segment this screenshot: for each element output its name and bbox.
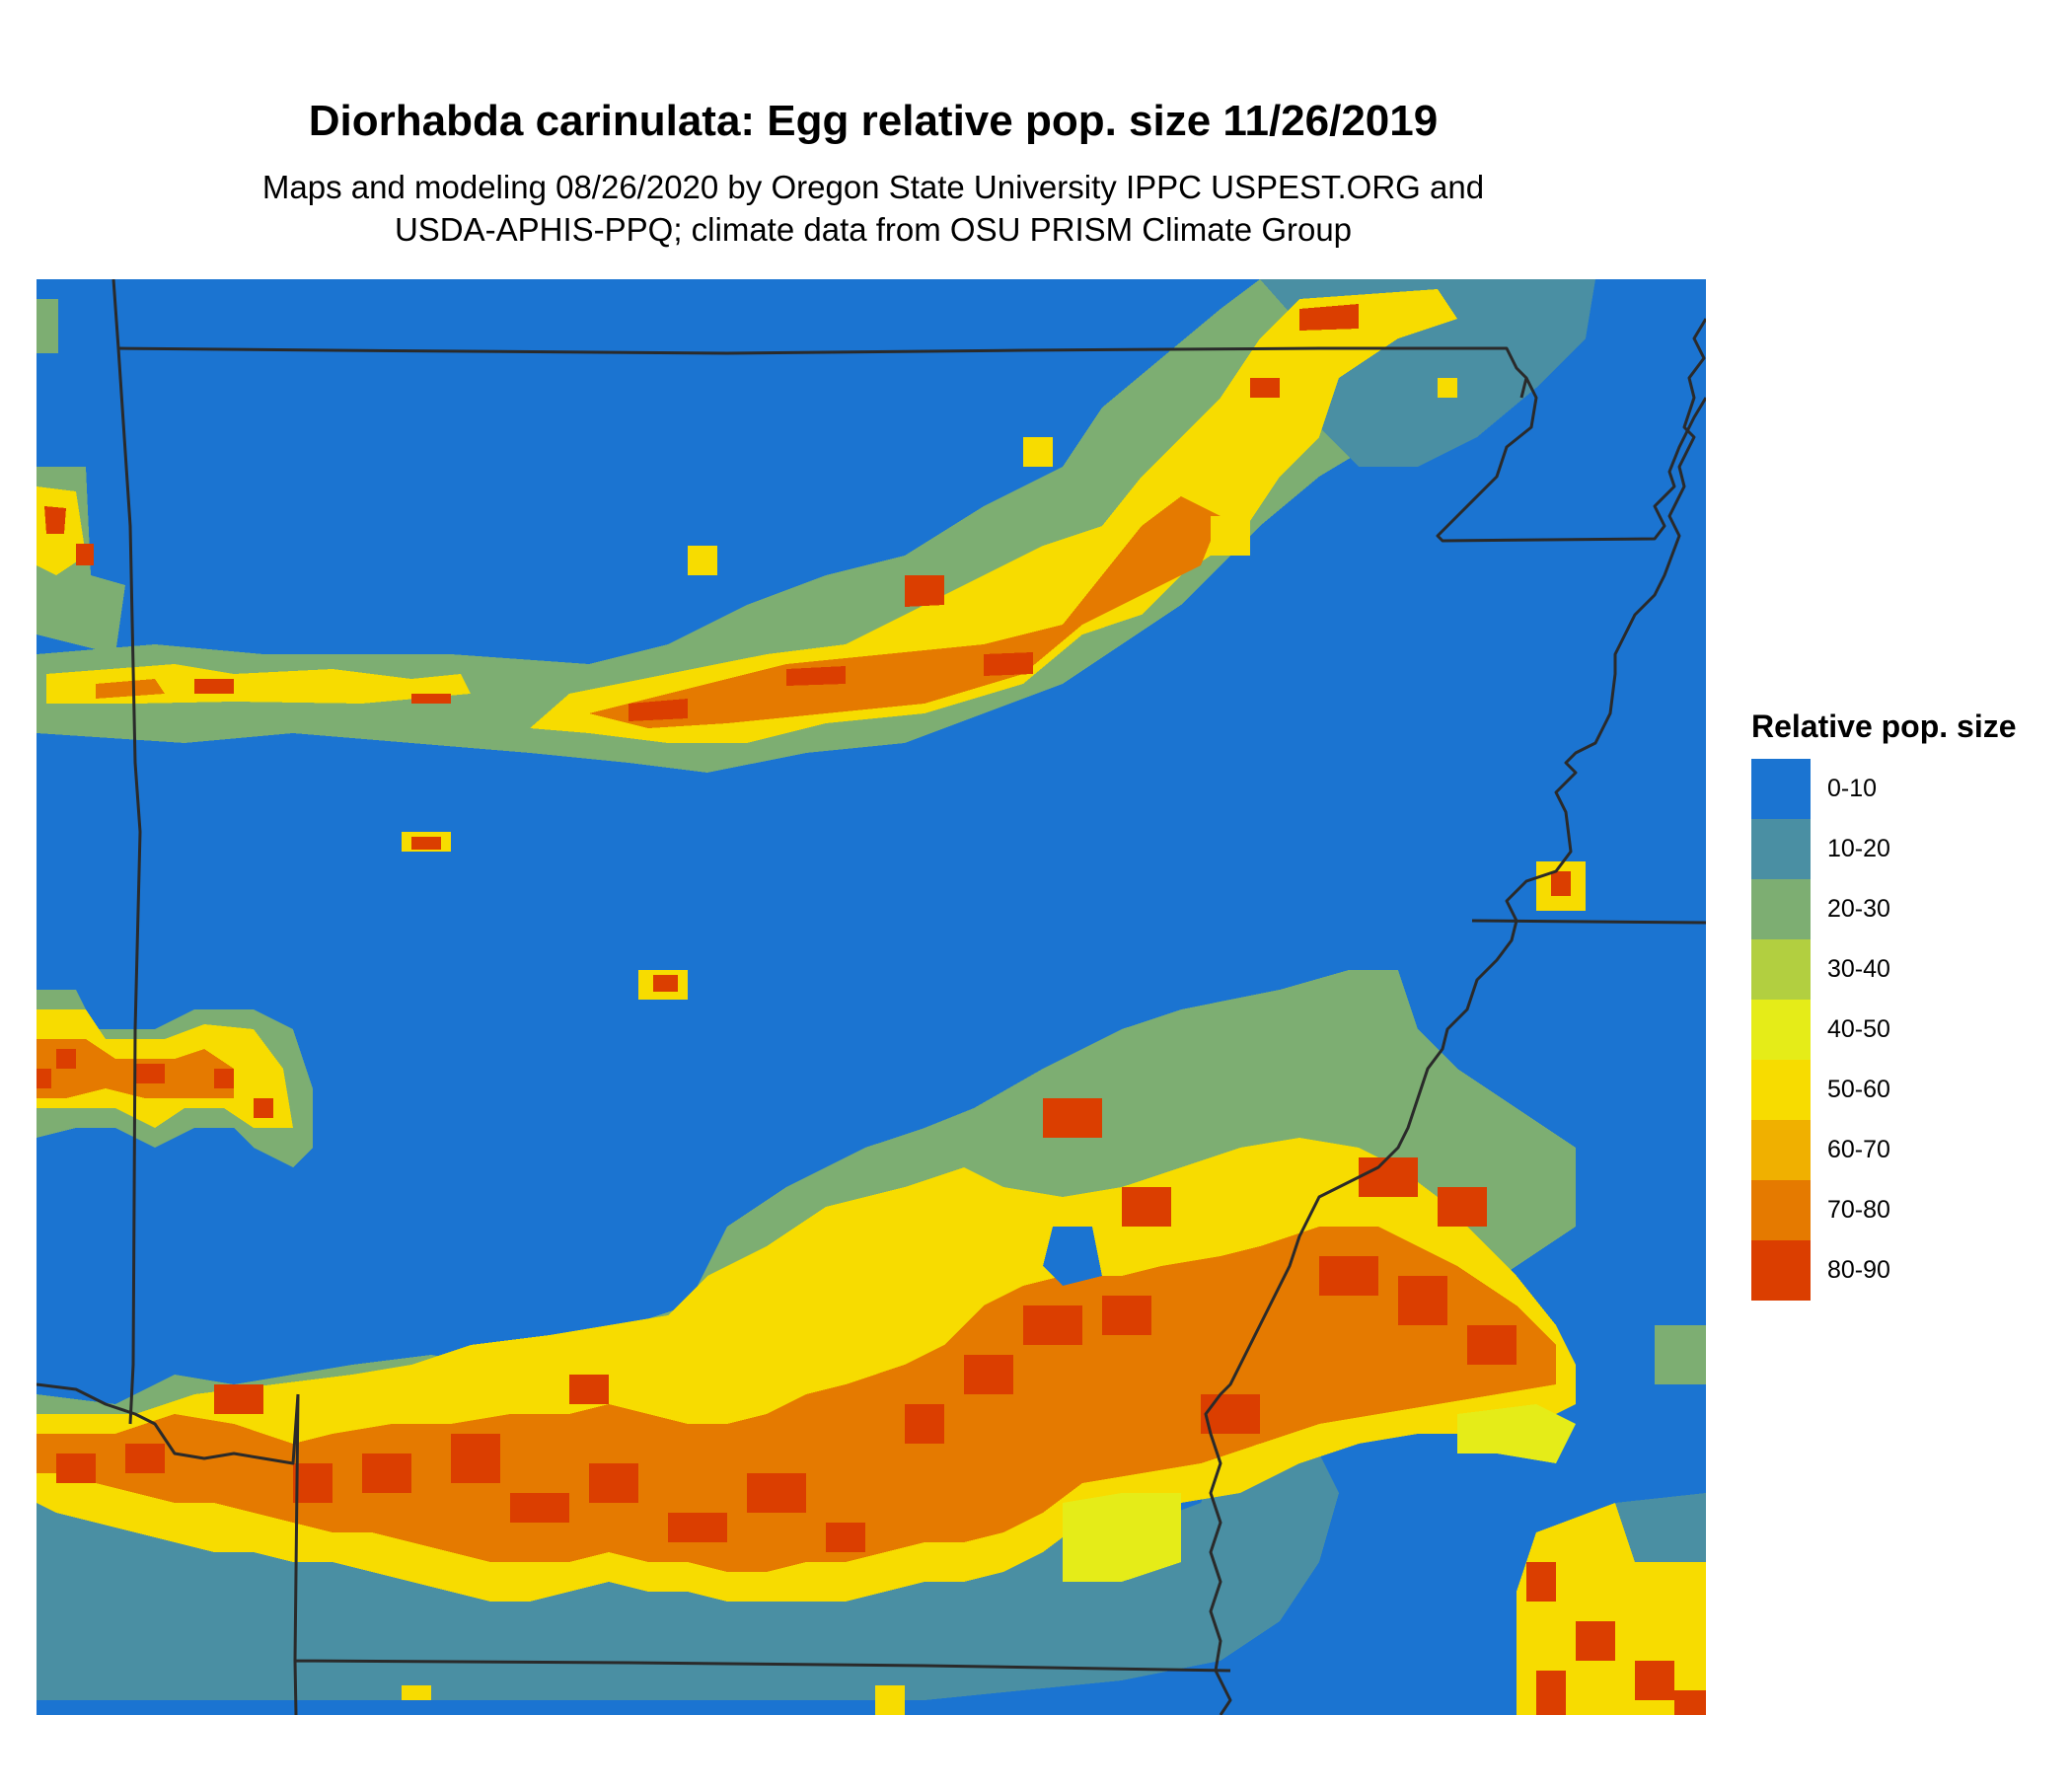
map-subtitle: Maps and modeling 08/26/2020 by Oregon S… <box>0 166 1746 251</box>
legend-swatch <box>1751 879 1811 939</box>
subtitle-line-2: USDA-APHIS-PPQ; climate data from OSU PR… <box>394 211 1353 248</box>
region-south-red <box>56 1098 1517 1552</box>
region-north-band-orange <box>96 496 1221 728</box>
legend-label: 20-30 <box>1827 895 1890 923</box>
region-ne-red <box>1551 871 1571 896</box>
legend-label: 40-50 <box>1827 1015 1890 1043</box>
legend-label: 50-60 <box>1827 1076 1890 1103</box>
boundary-bootheel <box>1436 377 1706 543</box>
legend-swatch <box>1751 1240 1811 1301</box>
legend-item: 0-10 <box>1751 759 2067 819</box>
legend-label: 80-90 <box>1827 1256 1890 1284</box>
relative-pop-size-map <box>37 279 1706 1715</box>
legend-swatch <box>1751 1120 1811 1180</box>
legend-swatch <box>1751 819 1811 879</box>
legend-swatch <box>1751 939 1811 1000</box>
state-boundaries <box>37 279 1706 1715</box>
legend-swatch <box>1751 1060 1811 1120</box>
map-title: Diorhabda carinulata: Egg relative pop. … <box>308 97 1439 145</box>
region-west-central-red <box>37 1049 273 1118</box>
legend-label: 10-20 <box>1827 835 1890 862</box>
raster-layer <box>37 279 1706 1715</box>
legend-item: 60-70 <box>1751 1120 2067 1180</box>
legend-item: 20-30 <box>1751 879 2067 939</box>
legend-item: 80-90 <box>1751 1240 2067 1301</box>
legend-label: 30-40 <box>1827 955 1890 983</box>
legend-item: 70-80 <box>1751 1180 2067 1240</box>
legend-swatch <box>1751 759 1811 819</box>
legend-label: 0-10 <box>1827 775 1878 802</box>
legend-item: 40-50 <box>1751 1000 2067 1060</box>
legend-label: 70-80 <box>1827 1196 1890 1224</box>
region-se-green <box>1655 1325 1706 1384</box>
boundary-missouri-south <box>117 346 1528 399</box>
subtitle-line-1: Maps and modeling 08/26/2020 by Oregon S… <box>261 169 1485 205</box>
region-se-red <box>1526 1562 1706 1715</box>
region-nw-red <box>44 506 94 565</box>
region-south-yellowgreen <box>1063 1404 1576 1582</box>
boundary-red-river <box>37 1382 300 1465</box>
boundary-ok-ks-ar-west <box>111 279 142 1425</box>
legend-swatch <box>1751 1000 1811 1060</box>
region-south-orange <box>37 1227 1556 1572</box>
legend-item: 30-40 <box>1751 939 2067 1000</box>
legend-label: 60-70 <box>1827 1136 1890 1163</box>
legend-swatch <box>1751 1180 1811 1240</box>
boundary-tn-ms <box>1471 919 1706 925</box>
region-north-band-green <box>37 279 1576 773</box>
legend-item: 10-20 <box>1751 819 2067 879</box>
boundary-mississippi-river <box>1204 318 1706 1715</box>
legend-title: Relative pop. size <box>1751 708 2017 744</box>
region-se-teal <box>1615 1493 1706 1562</box>
boundary-la-north <box>293 1393 1231 1715</box>
region-south-pocket <box>1043 1227 1102 1286</box>
legend-item: 50-60 <box>1751 1060 2067 1120</box>
